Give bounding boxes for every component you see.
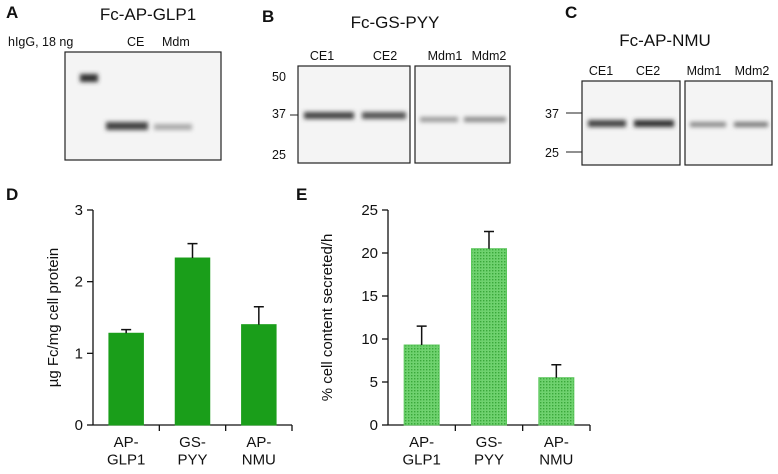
error-bar — [551, 364, 562, 378]
bar — [403, 344, 440, 426]
panel-label: B — [262, 7, 274, 26]
blot — [414, 65, 511, 164]
blot-title: Fc-GS-PYY — [351, 13, 440, 32]
panel-label: A — [6, 3, 18, 22]
bands — [80, 74, 192, 130]
blot-title: Fc-AP-NMU — [619, 31, 711, 50]
y-tick-label: 0 — [75, 417, 83, 434]
x-tick-label: AP-GLP1 — [402, 434, 440, 468]
lane-label: Mdm1 — [428, 49, 463, 63]
y-tick-label: 25 — [361, 202, 378, 219]
blot-title: Fc-AP-GLP1 — [100, 5, 196, 24]
x-tick-label: GS-PYY — [177, 434, 207, 468]
marker-label: 37 — [272, 107, 286, 121]
panel-label: D — [6, 185, 18, 204]
marker-label: 25 — [545, 146, 559, 160]
y-tick-label: 3 — [75, 202, 83, 219]
y-axis-label: % cell content secreted/h — [319, 234, 336, 402]
y-tick-label: 10 — [361, 331, 378, 348]
y-tick-label: 2 — [75, 274, 83, 291]
panel-label: C — [565, 3, 577, 22]
lane-label: CE — [127, 35, 144, 49]
error-bar — [187, 242, 198, 259]
bar — [241, 324, 277, 426]
y-tick-label: 15 — [361, 288, 378, 305]
error-bar — [484, 230, 494, 249]
bands — [304, 112, 506, 122]
error-bar — [416, 325, 427, 346]
lane-label: CE2 — [373, 49, 397, 63]
lane-label: CE1 — [589, 64, 613, 78]
lane-label: Mdm2 — [735, 64, 770, 78]
blot — [64, 51, 222, 161]
lane-label: Mdm1 — [687, 64, 722, 78]
y-tick-label: 0 — [370, 417, 378, 434]
marker-label: 50 — [272, 70, 286, 84]
bar — [538, 377, 575, 426]
y-tick-label: 5 — [370, 374, 378, 391]
x-tick-label: AP-NMU — [539, 434, 573, 468]
lane-label: Mdm2 — [472, 49, 507, 63]
marker-label: 25 — [272, 148, 286, 162]
x-tick-label: AP-NMU — [242, 434, 276, 468]
lane-label: CE2 — [636, 64, 660, 78]
x-tick-label: AP-GLP1 — [107, 434, 145, 468]
lane-label: Mdm — [162, 35, 190, 49]
error-bar — [121, 328, 132, 334]
x-tick-label: GS-PYY — [474, 434, 504, 468]
y-axis-label: µg Fc/mg cell protein — [45, 248, 62, 388]
panel-label: E — [296, 185, 307, 204]
y-tick-label: 1 — [75, 345, 83, 362]
lane-label: CE1 — [310, 49, 334, 63]
bar — [174, 257, 211, 426]
lane-label: hIgG, 18 ng — [8, 35, 73, 49]
bar — [470, 248, 508, 426]
y-tick-label: 20 — [361, 245, 378, 262]
bar — [108, 332, 144, 426]
marker-label: 37 — [545, 107, 559, 121]
error-bar — [253, 306, 264, 325]
bands — [588, 120, 768, 127]
